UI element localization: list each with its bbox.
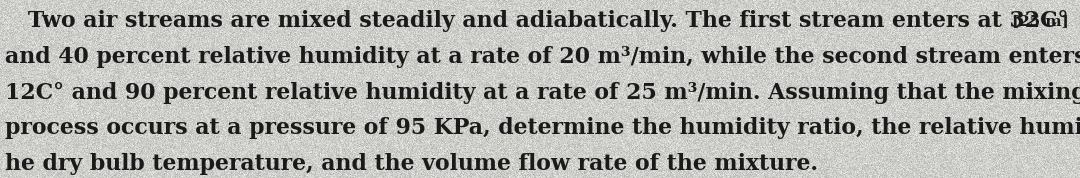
Text: process occurs at a pressure of 95 KPa, determine the humidity ratio, the relati: process occurs at a pressure of 95 KPa, … [5,117,1080,139]
Text: Two air streams are mixed steadily and adiabatically. The first stream enters at: Two air streams are mixed steadily and a… [5,10,1069,32]
Text: he dry bulb temperature, and the volume flow rate of the mixture.: he dry bulb temperature, and the volume … [5,153,819,175]
Text: [25 m]: [25 m] [1012,14,1069,28]
Text: and 40 percent relative humidity at a rate of 20 m³/min, while the second stream: and 40 percent relative humidity at a ra… [5,46,1080,68]
Text: 12C° and 90 percent relative humidity at a rate of 25 m³/min. Assuming that the : 12C° and 90 percent relative humidity at… [5,82,1080,104]
